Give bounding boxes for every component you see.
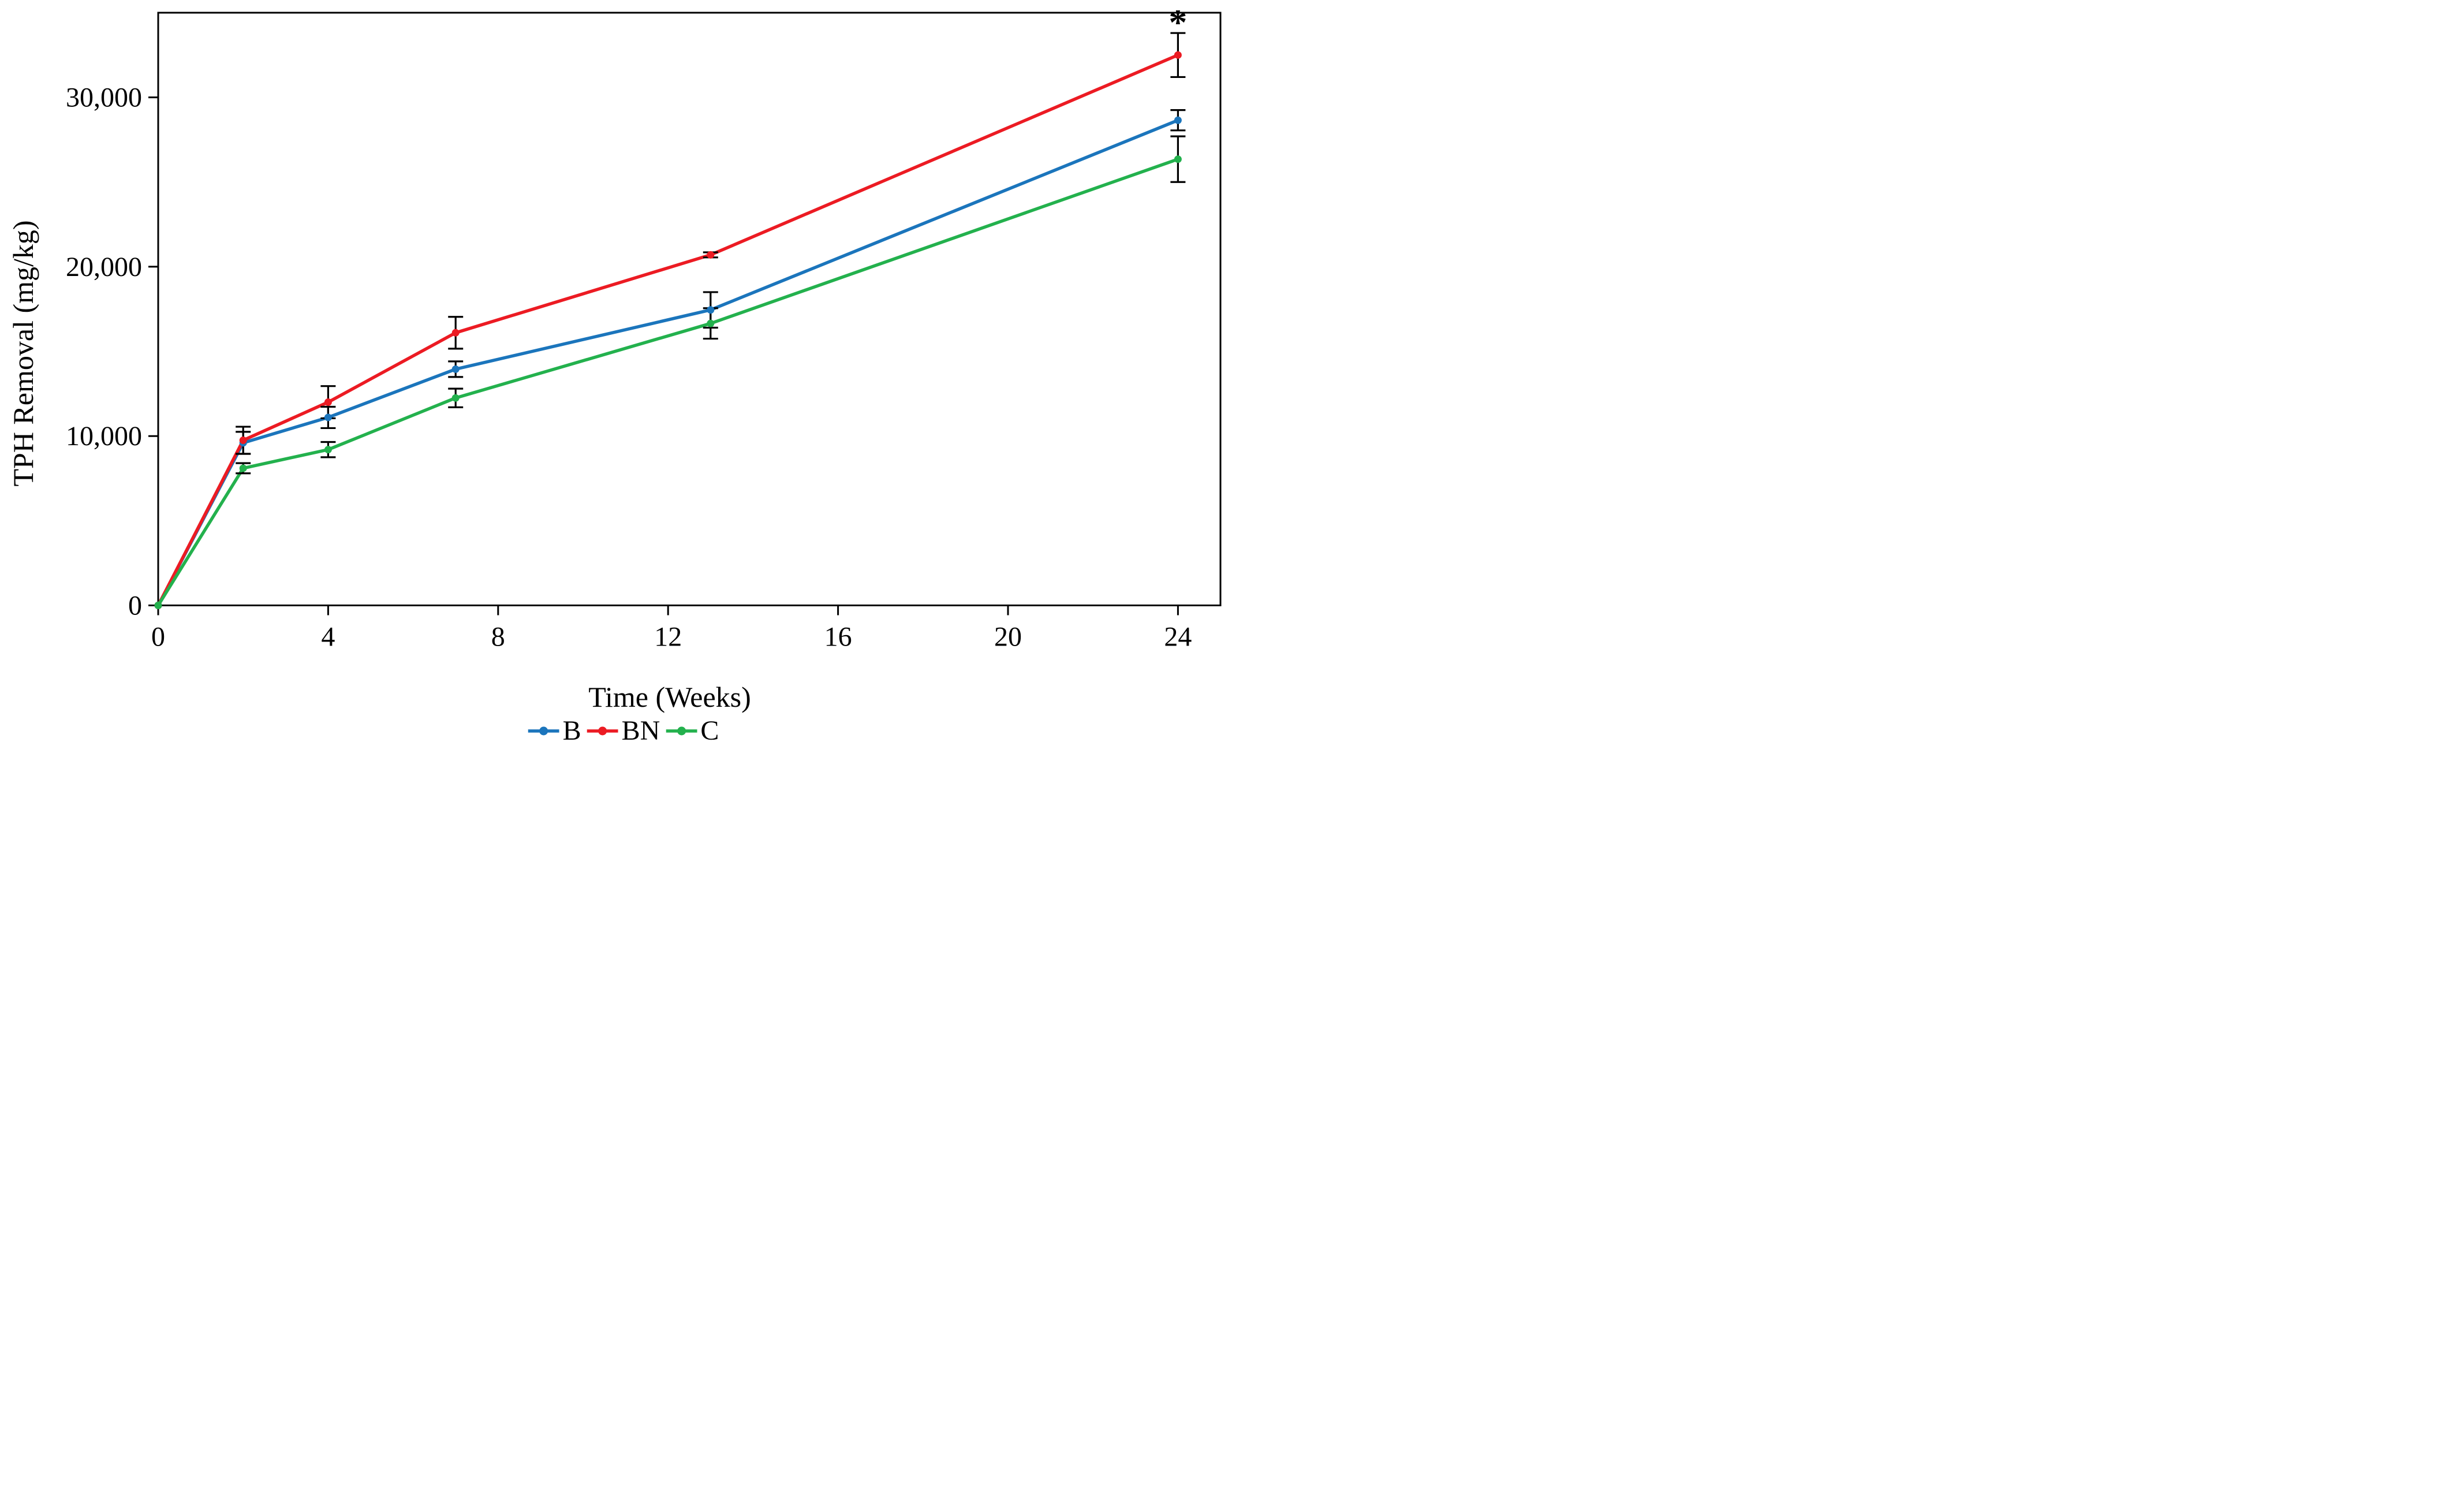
data-point	[1174, 155, 1182, 163]
data-point	[451, 394, 460, 402]
series-BN-error-bars	[236, 32, 1186, 455]
data-point	[451, 365, 460, 373]
legend-item-BN: BN	[587, 715, 660, 747]
y-tick-label: 0	[128, 591, 142, 621]
series-C-markers	[154, 155, 1182, 609]
x-tick-label: 4	[321, 622, 335, 652]
legend-label-BN: BN	[621, 715, 660, 746]
chart-legend: B BN C	[528, 715, 719, 747]
x-tick-label: 16	[824, 622, 852, 652]
legend-marker-BN	[587, 726, 618, 735]
series-B-markers	[154, 116, 1182, 609]
legend-marker-C	[666, 726, 697, 735]
legend-item-B: B	[528, 715, 581, 747]
legend-dot	[677, 726, 686, 735]
legend-dot	[598, 726, 607, 735]
data-point	[451, 329, 460, 337]
data-point	[154, 602, 162, 609]
y-tick-label: 30,000	[66, 83, 142, 113]
data-point	[707, 251, 715, 259]
x-tick-label: 20	[994, 622, 1022, 652]
x-tick-label: 8	[491, 622, 505, 652]
x-tick-label: 12	[654, 622, 682, 652]
series-B-line	[156, 118, 1179, 606]
data-point	[1174, 51, 1182, 59]
plot-border	[157, 12, 1222, 606]
y-tick-label: 10,000	[66, 421, 142, 452]
significance-star: *	[1168, 2, 1187, 43]
data-point	[324, 398, 332, 406]
data-point	[1174, 116, 1182, 124]
series-C-line	[156, 158, 1179, 606]
series-BN-markers	[154, 51, 1182, 609]
data-point	[324, 413, 332, 421]
y-tick-label: 20,000	[66, 252, 142, 282]
series-C	[156, 158, 1179, 606]
series-BN	[156, 53, 1179, 606]
data-point	[324, 446, 332, 454]
tph-removal-line-chart: 0 10,000 20,000 30,000 0 4 8 12 16 20 24 * TPH Remo…	[0, 0, 1232, 754]
x-axis-title: Time (Weeks)	[588, 681, 751, 713]
series-BN-line	[156, 53, 1179, 606]
legend-dot	[539, 726, 548, 735]
legend-item-C: C	[666, 715, 719, 747]
y-axis-title: TPH Removal (mg/kg)	[7, 220, 39, 487]
y-axis: 0 10,000 20,000 30,000	[66, 83, 158, 621]
legend-label-B: B	[562, 715, 581, 746]
chart-canvas: 0 10,000 20,000 30,000 0 4 8 12 16 20 24 *	[66, 2, 1222, 652]
data-point	[239, 437, 247, 445]
x-tick-label: 24	[1164, 622, 1192, 652]
data-point	[707, 306, 715, 314]
legend-marker-B	[528, 726, 559, 735]
x-tick-label: 0	[151, 622, 165, 652]
legend-label-C: C	[700, 715, 719, 746]
series-B	[156, 118, 1179, 606]
data-point	[707, 319, 715, 327]
data-point	[239, 464, 247, 472]
x-axis: 0 4 8 12 16 20 24	[151, 605, 1192, 652]
series-B-error-bars	[236, 109, 1186, 455]
